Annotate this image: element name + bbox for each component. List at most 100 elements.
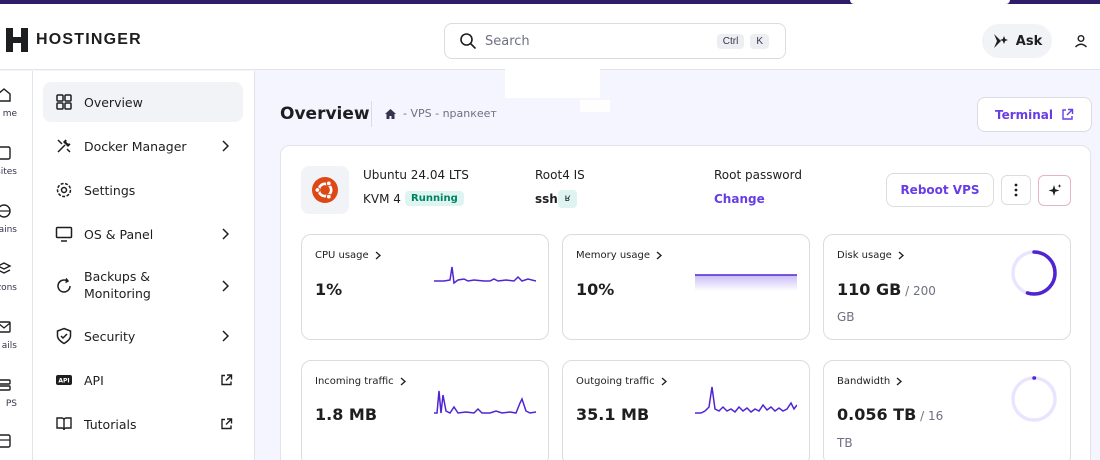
- ubuntu-logo-icon: [312, 177, 338, 203]
- breadcrumb[interactable]: - VPS - npanкеет: [384, 107, 497, 120]
- rail-item-websites[interactable]: osites: [0, 145, 32, 195]
- outgoing-traffic-card[interactable]: Outgoing traffic 35.1 MB: [562, 360, 810, 460]
- terminal-label: Terminal: [994, 107, 1054, 122]
- hostinger-logo-icon: [6, 28, 28, 52]
- sidebar-item-label: Docker Manager: [84, 138, 187, 154]
- user-icon[interactable]: [1074, 34, 1088, 48]
- sidebar-item-tutorials[interactable]: Tutorials: [43, 404, 243, 444]
- rail-item-horizons[interactable]: zons: [0, 261, 32, 311]
- chevron-right-icon: [661, 377, 667, 386]
- sidebar-item-label-line2: Monitoring: [84, 286, 151, 301]
- more-vertical-icon: [1014, 183, 1018, 197]
- reboot-vps-button[interactable]: Reboot VPS: [886, 173, 994, 207]
- search-input[interactable]: Search Ctrl K: [444, 23, 786, 59]
- top-header: HOSTINGER Search Ctrl K Ask: [0, 4, 1100, 70]
- rail-label: zons: [0, 283, 17, 293]
- ask-button[interactable]: Ask: [982, 24, 1052, 58]
- memory-usage-card[interactable]: Memory usage 10%: [562, 234, 810, 340]
- card-title: CPU usage: [315, 250, 369, 261]
- search-placeholder: Search: [485, 33, 530, 49]
- incoming-traffic-card[interactable]: Incoming traffic 1.8 MB: [301, 360, 549, 460]
- status-badge: Running: [405, 191, 464, 206]
- sidebar-item-settings[interactable]: Settings: [43, 170, 243, 210]
- rail-item-domains[interactable]: nains: [0, 203, 32, 253]
- more-options-button[interactable]: [1001, 175, 1031, 205]
- card-value: 1%: [315, 280, 343, 299]
- top-strip-tab: [850, 0, 1010, 4]
- chevron-right-icon: [898, 251, 904, 260]
- svg-text:API: API: [58, 378, 69, 385]
- monitor-icon: [55, 226, 73, 242]
- sidebar-item-label: OS & Panel: [84, 226, 154, 242]
- disk-usage-card[interactable]: Disk usage 110 GB / 200 GB: [823, 234, 1071, 340]
- left-rail: me osites nains zons ails PS: [0, 71, 33, 460]
- chevron-right-icon: [896, 377, 903, 386]
- cpu-usage-card[interactable]: CPU usage 1%: [301, 234, 549, 340]
- card-title: Memory usage: [576, 250, 651, 261]
- rail-label: nains: [0, 225, 17, 235]
- breadcrumb-divider: [371, 101, 372, 127]
- chevron-right-icon: [222, 330, 229, 342]
- vps-sidebar: Overview Docker Manager Settings OS & Pa…: [33, 71, 255, 460]
- memory-sparkline: [695, 274, 797, 291]
- rail-item-emails[interactable]: ails: [0, 319, 32, 369]
- home-icon: [0, 88, 11, 102]
- rail-item-more[interactable]: [0, 433, 32, 460]
- rail-item-home[interactable]: me: [0, 87, 32, 137]
- sidebar-item-label: Settings: [84, 182, 136, 198]
- shortcut-key-k: K: [750, 33, 769, 49]
- card-unit: TB: [837, 436, 853, 450]
- sidebar-item-label: Overview: [84, 94, 143, 110]
- card-title: Disk usage: [837, 250, 892, 261]
- tools-icon: [57, 139, 71, 153]
- os-name: Ubuntu 24.04 LTS: [363, 168, 469, 182]
- shield-icon: [56, 327, 72, 345]
- os-logo-box: [301, 166, 349, 214]
- chevron-right-icon: [375, 251, 381, 260]
- rail-item-vps[interactable]: PS: [0, 377, 32, 427]
- sidebar-item-security[interactable]: Security: [43, 316, 243, 356]
- disk-usage-ring: [1011, 250, 1057, 296]
- change-password-link[interactable]: Change: [714, 192, 765, 206]
- home-icon: [385, 108, 396, 119]
- sidebar-item-docker-manager[interactable]: Docker Manager: [43, 126, 243, 166]
- card-value: 35.1 MB: [576, 405, 650, 424]
- api-icon: API: [56, 375, 72, 385]
- sidebar-item-label: Backups &: [84, 269, 151, 284]
- rail-label: me: [2, 109, 17, 119]
- bandwidth-card[interactable]: Bandwidth 0.056 TB / 16 TB: [823, 360, 1071, 460]
- sidebar-item-os-panel[interactable]: OS & Panel: [43, 214, 243, 254]
- chevron-right-icon: [400, 377, 406, 386]
- search-icon: [460, 33, 476, 49]
- redaction-overlay: [580, 100, 610, 112]
- cpu-sparkline: [434, 266, 536, 285]
- book-icon: [56, 417, 72, 431]
- outgoing-sparkline: [695, 386, 797, 414]
- rail-label: ails: [1, 341, 17, 351]
- ai-assistant-button[interactable]: [1038, 175, 1071, 206]
- external-link-icon: [221, 374, 233, 386]
- sidebar-item-backups-monitoring[interactable]: Backups & Monitoring: [43, 264, 243, 308]
- card-value: 110 GB: [837, 280, 902, 299]
- brand-logo[interactable]: HOSTINGER: [6, 28, 142, 52]
- sidebar-item-overview[interactable]: Overview: [43, 82, 243, 122]
- breadcrumb-text: - VPS - npanкеет: [403, 107, 497, 120]
- card-unit: GB: [837, 310, 855, 324]
- card-value: 0.056 TB: [837, 405, 917, 424]
- bandwidth-usage-ring: [1011, 376, 1057, 422]
- billing-icon: [0, 434, 11, 448]
- external-link-icon: [1062, 108, 1074, 120]
- sidebar-item-api[interactable]: API API: [43, 360, 243, 400]
- card-title: Outgoing traffic: [576, 376, 655, 387]
- mail-icon: [0, 321, 11, 333]
- shortcut-key-ctrl: Ctrl: [716, 33, 745, 49]
- layers-icon: [0, 262, 12, 274]
- card-title: Bandwidth: [837, 376, 891, 387]
- page-title: Overview: [280, 104, 370, 124]
- rail-label: PS: [5, 399, 17, 409]
- chevron-right-icon: [222, 228, 229, 240]
- card-value: 1.8 MB: [315, 405, 378, 424]
- terminal-button[interactable]: Terminal: [977, 97, 1092, 132]
- ssh-copy-tag[interactable]: ʁ: [558, 190, 577, 208]
- brand-name: HOSTINGER: [36, 31, 142, 48]
